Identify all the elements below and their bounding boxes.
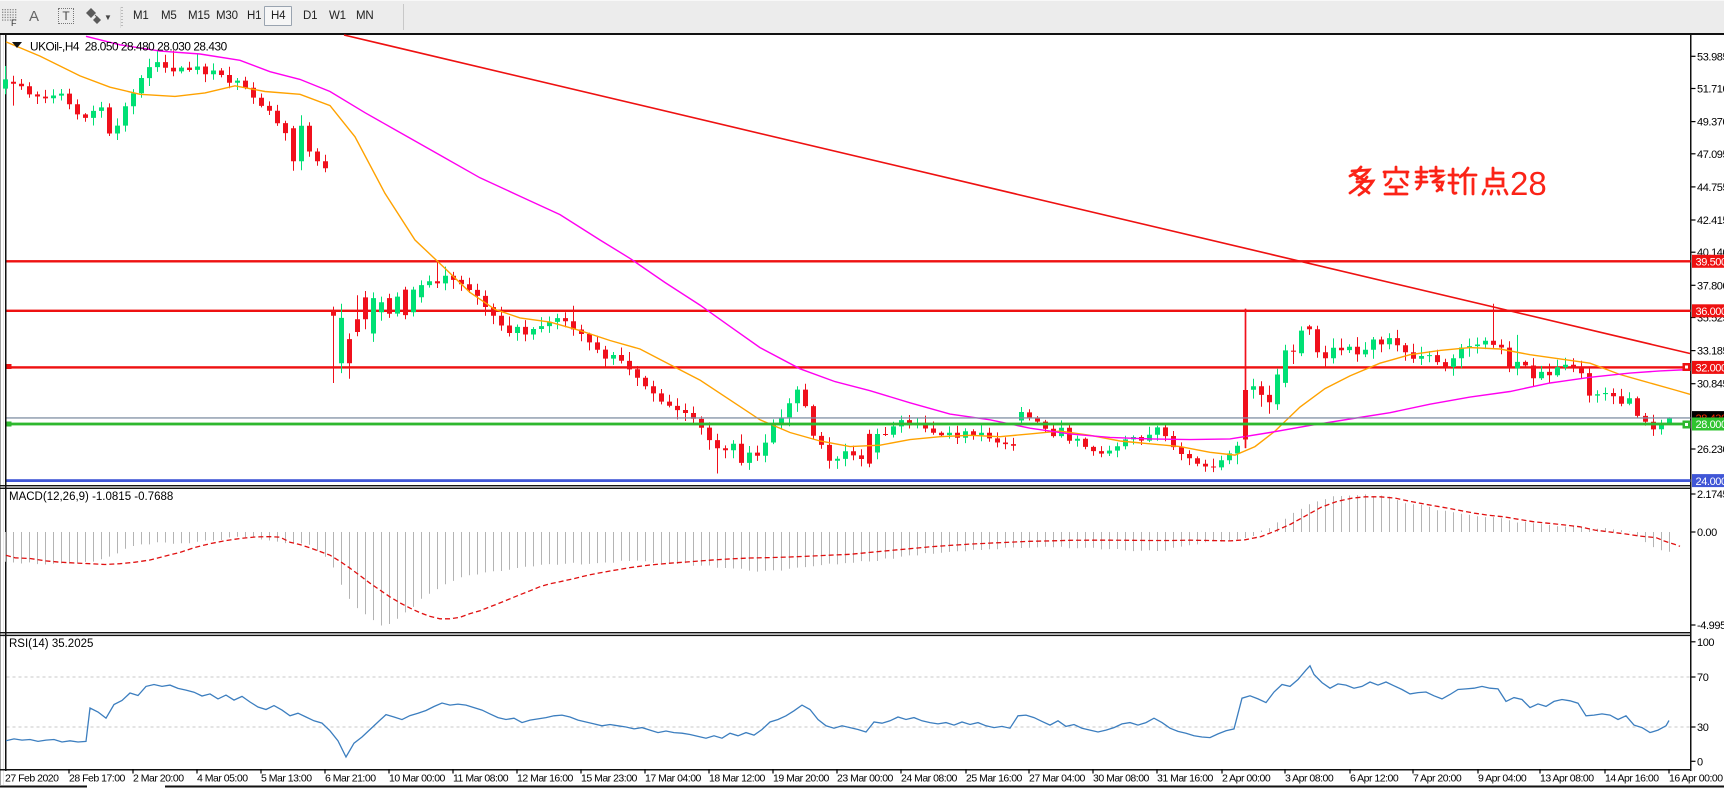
svg-text:0.00: 0.00 — [1697, 527, 1717, 539]
svg-text:16 Apr 00:00: 16 Apr 00:00 — [1669, 773, 1723, 785]
svg-text:49.370: 49.370 — [1697, 117, 1724, 129]
svg-text:32.000: 32.000 — [1696, 363, 1724, 375]
svg-text:42.415: 42.415 — [1697, 215, 1724, 227]
svg-text:24 Mar 08:00: 24 Mar 08:00 — [901, 773, 958, 785]
svg-text:10 Mar 00:00: 10 Mar 00:00 — [389, 773, 446, 785]
svg-text:37.800: 37.800 — [1697, 280, 1724, 292]
svg-text:23 Mar 00:00: 23 Mar 00:00 — [837, 773, 894, 785]
svg-text:33.185: 33.185 — [1697, 346, 1724, 358]
svg-text:UKOil-,H4 28.050 28.480 28.03: UKOil-,H4 28.050 28.480 28.030 28.430 — [30, 40, 228, 54]
svg-text:0: 0 — [1697, 756, 1703, 768]
svg-text:28.000: 28.000 — [1696, 419, 1724, 431]
svg-text:30.845: 30.845 — [1697, 379, 1724, 391]
svg-text:-4.9955: -4.9955 — [1697, 620, 1724, 632]
svg-text:2.1745: 2.1745 — [1697, 489, 1724, 501]
svg-text:25 Mar 16:00: 25 Mar 16:00 — [966, 773, 1023, 785]
svg-text:51.710: 51.710 — [1697, 84, 1724, 96]
svg-text:15 Mar 23:00: 15 Mar 23:00 — [581, 773, 638, 785]
svg-text:53.985: 53.985 — [1697, 51, 1724, 63]
svg-text:28 Feb 17:00: 28 Feb 17:00 — [69, 773, 126, 785]
svg-text:9 Apr 04:00: 9 Apr 04:00 — [1478, 773, 1527, 785]
svg-text:14 Apr 16:00: 14 Apr 16:00 — [1605, 773, 1659, 785]
svg-text:24.000: 24.000 — [1696, 476, 1724, 488]
svg-text:F: F — [11, 18, 17, 27]
svg-text:36.000: 36.000 — [1696, 306, 1724, 318]
svg-text:18 Mar 12:00: 18 Mar 12:00 — [709, 773, 766, 785]
svg-text:44.755: 44.755 — [1697, 182, 1724, 194]
svg-text:11 Mar 08:00: 11 Mar 08:00 — [453, 773, 509, 785]
svg-text:26.230: 26.230 — [1697, 444, 1724, 456]
svg-text:MACD(12,26,9) -1.0815 -0.7688: MACD(12,26,9) -1.0815 -0.7688 — [9, 491, 173, 503]
svg-text:100: 100 — [1697, 637, 1714, 649]
svg-text:47.095: 47.095 — [1697, 149, 1724, 161]
svg-text:30 Mar 08:00: 30 Mar 08:00 — [1093, 773, 1150, 785]
svg-text:6 Apr 12:00: 6 Apr 12:00 — [1350, 773, 1399, 785]
svg-text:12 Mar 16:00: 12 Mar 16:00 — [517, 773, 574, 785]
svg-text:70: 70 — [1697, 672, 1709, 684]
svg-text:31 Mar 16:00: 31 Mar 16:00 — [1157, 773, 1214, 785]
svg-text:2 Mar 20:00: 2 Mar 20:00 — [133, 773, 184, 785]
svg-text:28: 28 — [1510, 165, 1547, 202]
svg-text:3 Apr 08:00: 3 Apr 08:00 — [1285, 773, 1334, 785]
svg-text:2 Apr 00:00: 2 Apr 00:00 — [1222, 773, 1271, 785]
svg-text:RSI(14) 35.2025: RSI(14) 35.2025 — [9, 638, 93, 650]
svg-text:4 Mar 05:00: 4 Mar 05:00 — [197, 773, 248, 785]
svg-text:27 Feb 2020: 27 Feb 2020 — [5, 773, 59, 785]
svg-text:39.500: 39.500 — [1696, 257, 1724, 269]
svg-text:5 Mar 13:00: 5 Mar 13:00 — [261, 773, 312, 785]
svg-text:6 Mar 21:00: 6 Mar 21:00 — [325, 773, 376, 785]
svg-text:27 Mar 04:00: 27 Mar 04:00 — [1029, 773, 1086, 785]
svg-text:30: 30 — [1697, 722, 1709, 734]
svg-text:17 Mar 04:00: 17 Mar 04:00 — [645, 773, 702, 785]
svg-text:19 Mar 20:00: 19 Mar 20:00 — [773, 773, 830, 785]
svg-text:7 Apr 20:00: 7 Apr 20:00 — [1413, 773, 1462, 785]
svg-text:13 Apr 08:00: 13 Apr 08:00 — [1540, 773, 1594, 785]
